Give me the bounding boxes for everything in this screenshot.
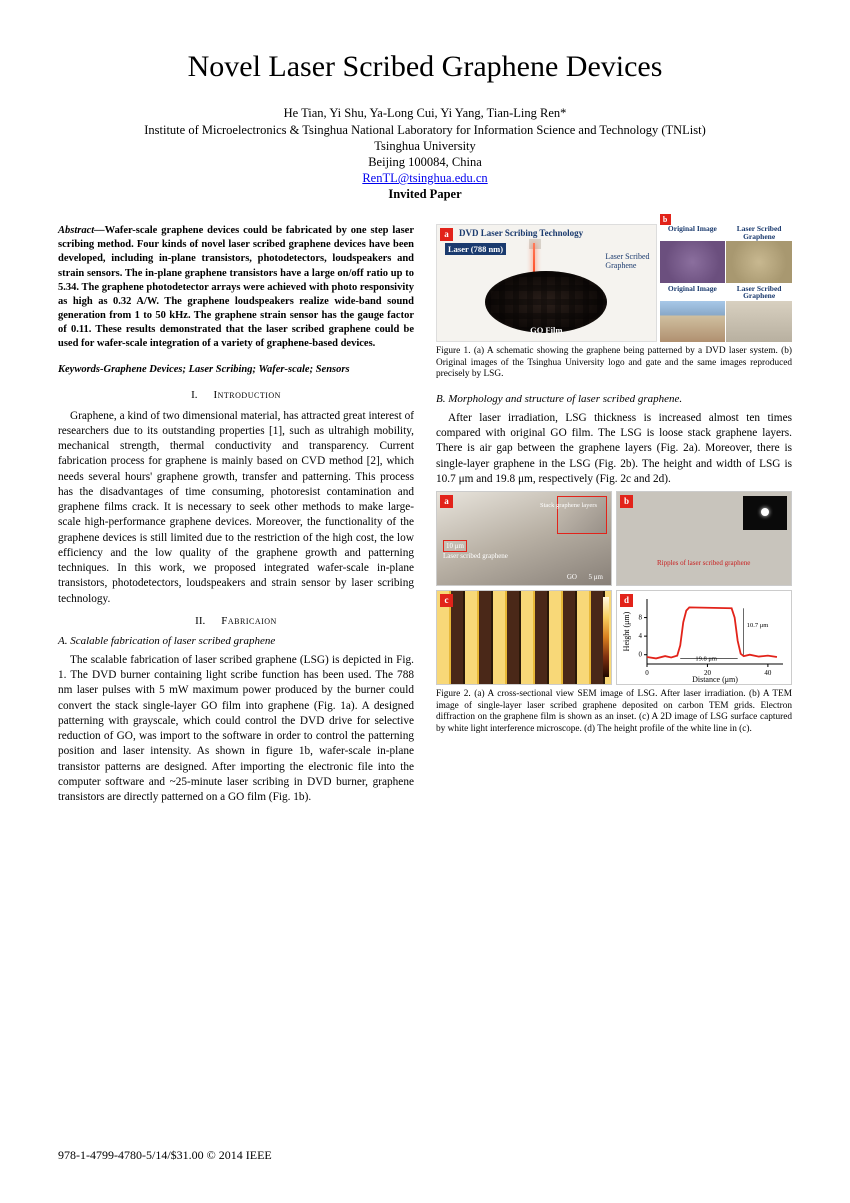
paper-title: Novel Laser Scribed Graphene Devices xyxy=(58,50,792,84)
fig1a-lsg-label: Laser Scribed Graphene xyxy=(605,253,649,271)
fig1a-go-label: GO Film xyxy=(530,325,562,335)
para-2a: The scalable fabrication of laser scribe… xyxy=(58,653,414,806)
figure-2c: c xyxy=(436,590,612,685)
figure-2a: a Stack graphene layers 10 μm Laser scri… xyxy=(436,491,612,586)
fig2a-lsg-label: Laser scribed graphene xyxy=(443,552,508,560)
section-1-num: I. xyxy=(191,389,197,401)
badge-2b: b xyxy=(620,495,633,508)
section-2-name: Fabricaion xyxy=(221,615,277,627)
figure-2-caption: Figure 2. (a) A cross-sectional view SEM… xyxy=(436,689,792,735)
badge-2d: d xyxy=(620,594,633,607)
section-2-num: II. xyxy=(195,615,205,627)
section-2-heading: II. Fabricaion xyxy=(58,615,414,627)
keywords: Keywords-Graphene Devices; Laser Scribin… xyxy=(58,364,414,375)
footer-copyright: 978-1-4799-4780-5/14/$31.00 © 2014 IEEE xyxy=(58,1148,272,1163)
badge-2a: a xyxy=(440,495,453,508)
figure-2: a Stack graphene layers 10 μm Laser scri… xyxy=(436,491,792,685)
affiliation-2: Tsinghua University xyxy=(58,139,792,154)
affiliation-1: Institute of Microelectronics & Tsinghua… xyxy=(58,123,792,138)
fig2b-inset xyxy=(743,496,787,530)
svg-text:8: 8 xyxy=(639,614,643,622)
svg-text:10.7 μm: 10.7 μm xyxy=(747,622,769,629)
left-column: Abstract—Wafer-scale graphene devices co… xyxy=(58,224,414,809)
badge-a: a xyxy=(440,228,453,241)
subsection-2a: A. Scalable fabrication of laser scribed… xyxy=(58,635,414,647)
fig1b-lsg-label-1: Laser Scribed Graphene xyxy=(726,224,792,240)
figure-1-caption: Figure 1. (a) A schematic showing the gr… xyxy=(436,346,792,381)
svg-text:19.8 μm: 19.8 μm xyxy=(695,655,717,662)
fig1b-logo-lsg xyxy=(726,241,792,283)
svg-text:40: 40 xyxy=(764,669,772,677)
intro-paragraph: Graphene, a kind of two dimensional mate… xyxy=(58,409,414,607)
svg-text:0: 0 xyxy=(639,651,643,659)
fig2a-go-label: GO xyxy=(567,573,577,581)
svg-text:0: 0 xyxy=(645,669,649,677)
fig1b-gate-orig xyxy=(660,301,726,343)
figure-2b: b Ripples of laser scribed graphene xyxy=(616,491,792,586)
subsection-2b: B. Morphology and structure of laser scr… xyxy=(436,393,792,405)
email-link[interactable]: RenTL@tsinghua.edu.cn xyxy=(58,171,792,186)
fig2a-stack-label: Stack graphene layers xyxy=(540,502,597,509)
abstract-label: Abstract— xyxy=(58,225,105,236)
figure-1b: b Original Image Laser Scribed Graphene … xyxy=(660,224,792,342)
affiliation-3: Beijing 100084, China xyxy=(58,155,792,170)
invited-label: Invited Paper xyxy=(58,187,792,202)
fig2a-scale-10: 10 μm xyxy=(443,540,467,552)
fig1a-laser-label: Laser (788 nm) xyxy=(445,243,506,255)
svg-text:Height (μm): Height (μm) xyxy=(622,611,631,651)
badge-2c: c xyxy=(440,594,453,607)
fig2a-scale-5: 5 μm xyxy=(589,573,603,581)
right-column: a DVD Laser Scribing Technology Laser (7… xyxy=(436,224,792,809)
abstract-text: Wafer-scale graphene devices could be fa… xyxy=(58,225,414,349)
fig1b-gate-lsg xyxy=(726,301,792,343)
fig2d-chart: 04802040Distance (μm)Height (μm)10.7 μm1… xyxy=(617,591,791,684)
section-1-name: Introduction xyxy=(213,389,280,401)
authors-line: He Tian, Yi Shu, Ya-Long Cui, Yi Yang, T… xyxy=(58,106,792,121)
fig2c-colorbar xyxy=(603,597,609,677)
figure-2d: d 04802040Distance (μm)Height (μm)10.7 μ… xyxy=(616,590,792,685)
para-2b: After laser irradiation, LSG thickness i… xyxy=(436,411,792,487)
figure-1: a DVD Laser Scribing Technology Laser (7… xyxy=(436,224,792,342)
badge-b: b xyxy=(660,214,671,225)
fig2b-ripples-label: Ripples of laser scribed graphene xyxy=(657,559,750,567)
svg-text:Distance (μm): Distance (μm) xyxy=(692,675,738,684)
fig1a-title: DVD Laser Scribing Technology xyxy=(459,228,583,238)
abstract: Abstract—Wafer-scale graphene devices co… xyxy=(58,224,414,352)
two-column-layout: Abstract—Wafer-scale graphene devices co… xyxy=(58,224,792,809)
fig1b-lsg-label-2: Laser Scribed Graphene xyxy=(726,284,792,300)
figure-1a: a DVD Laser Scribing Technology Laser (7… xyxy=(436,224,657,342)
go-disc-icon xyxy=(485,271,607,333)
svg-text:4: 4 xyxy=(639,632,643,640)
fig1b-orig-label-1: Original Image xyxy=(660,224,726,240)
fig1b-orig-label-2: Original Image xyxy=(660,284,726,300)
fig1b-logo-orig xyxy=(660,241,726,283)
section-1-heading: I. Introduction xyxy=(58,389,414,401)
